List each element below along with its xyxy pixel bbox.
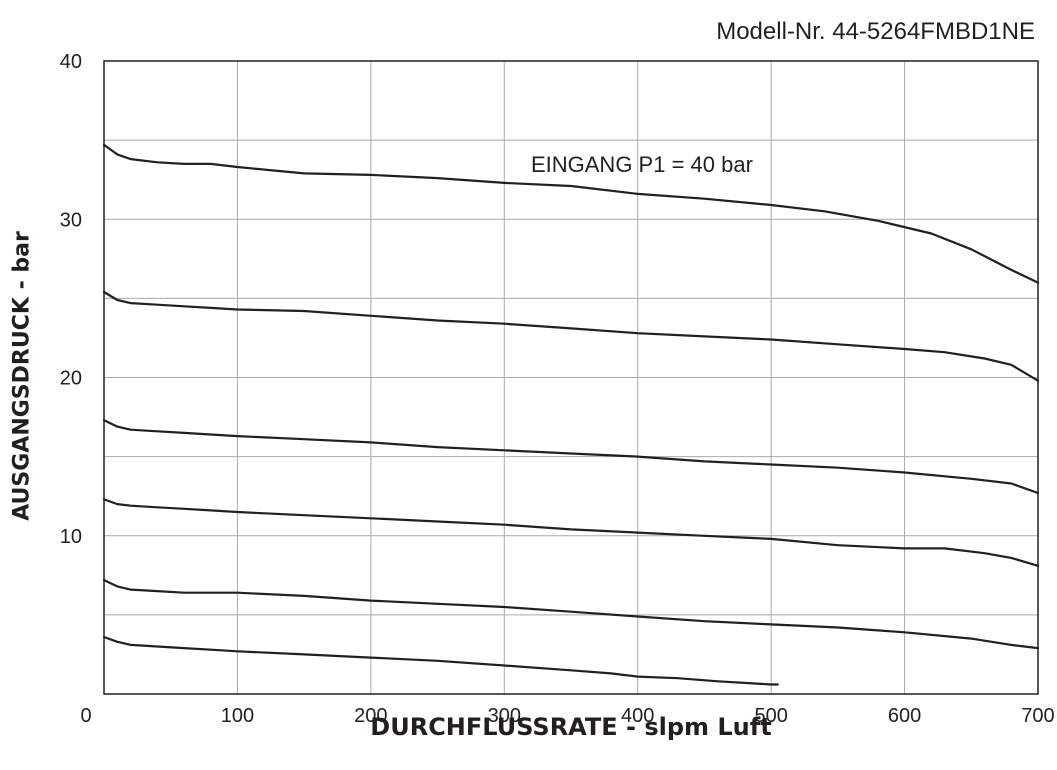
x-tick-label: 100 xyxy=(221,705,254,727)
y-tick-label: 30 xyxy=(60,209,82,231)
x-tick-label: 200 xyxy=(354,705,387,727)
series-line-5 xyxy=(102,579,1040,650)
x-tick-label: 400 xyxy=(621,705,654,727)
x-axis-label: DURCHFLUSSRATE - slpm Luft xyxy=(370,713,772,741)
series-line-3 xyxy=(102,419,1040,495)
x-tick-label: 500 xyxy=(754,705,787,727)
x-tick-label: 300 xyxy=(488,705,521,727)
y-tick-label: 40 xyxy=(60,51,82,73)
x-tick-label: 0 xyxy=(80,705,91,727)
x-tick-label: 600 xyxy=(888,705,921,727)
x-tick-label: 700 xyxy=(1021,705,1054,727)
series-line-6 xyxy=(102,635,779,686)
series-line-1 xyxy=(102,143,1040,284)
y-axis-label: AUSGANGSDRUCK - bar xyxy=(9,231,35,521)
y-tick-label: 10 xyxy=(60,526,82,548)
model-number-label: Modell-Nr. 44-5264FMBD1NE xyxy=(716,18,1035,45)
inlet-pressure-annotation: EINGANG P1 = 40 bar xyxy=(531,152,753,177)
series-line-2 xyxy=(102,290,1040,382)
series-line-4 xyxy=(102,498,1040,567)
y-tick-label: 20 xyxy=(60,368,82,390)
plot-frame xyxy=(103,60,1039,695)
